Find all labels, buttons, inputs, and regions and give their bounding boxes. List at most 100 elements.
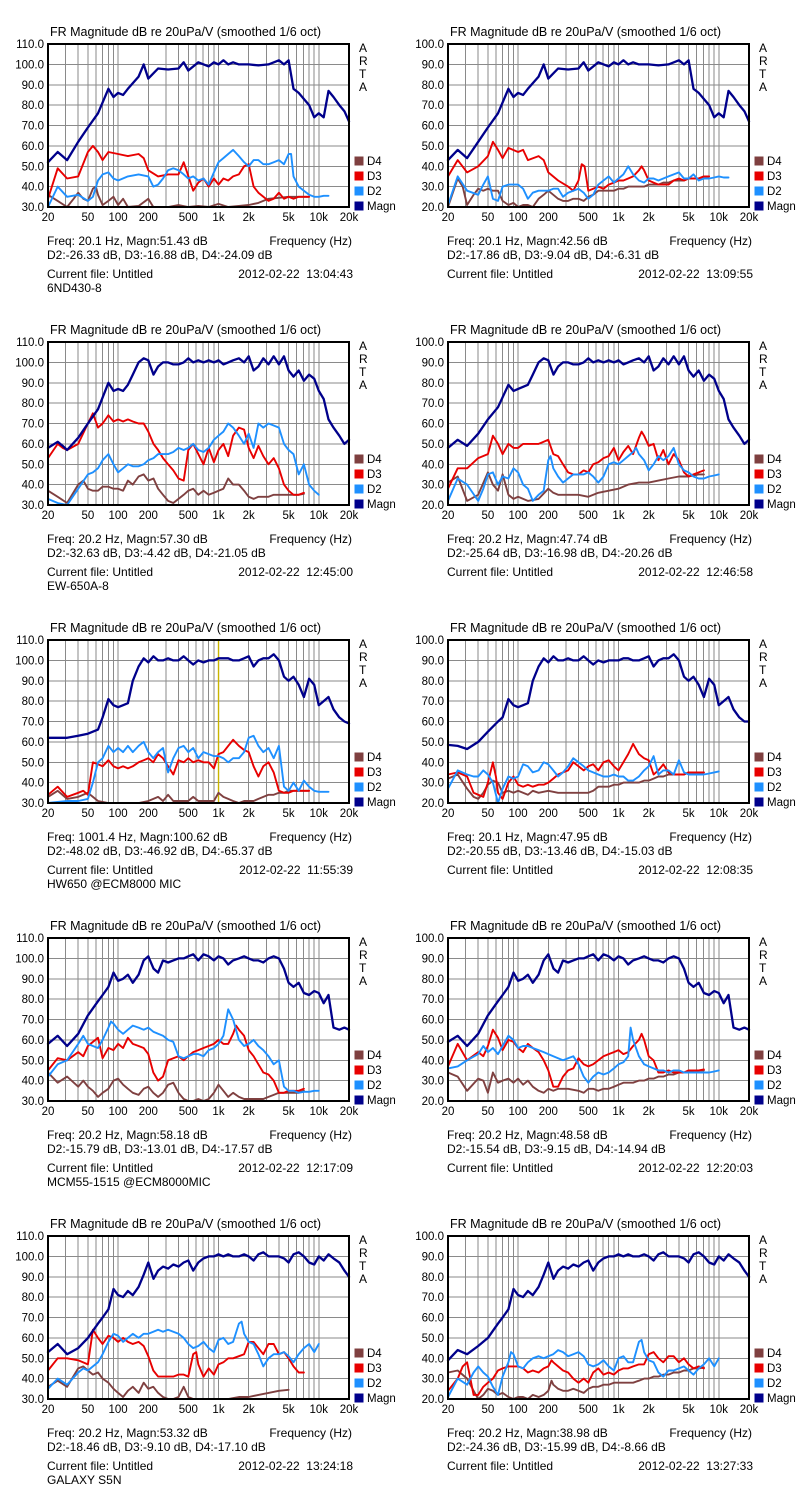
x-axis-tick-label: 200 bbox=[139, 1404, 158, 1416]
x-axis-tick-label: 50 bbox=[82, 1404, 95, 1416]
measurement-panel-4: FR Magnitude dB re 20uPa/V (smoothed 1/6… bbox=[400, 298, 800, 596]
timestamp: 2012-02-22 12:08:35 bbox=[638, 863, 753, 877]
x-axis-tick-label: 20k bbox=[340, 212, 359, 224]
x-axis-tick-label: 1k bbox=[212, 1106, 224, 1118]
plot-area[interactable] bbox=[447, 341, 750, 506]
timestamp: 2012-02-22 12:17:09 bbox=[238, 1161, 353, 1175]
x-axis-tick-label: 20 bbox=[442, 1106, 455, 1118]
y-axis-tick-label: 40.0 bbox=[422, 459, 444, 471]
y-axis-tick-label: 20.0 bbox=[422, 202, 444, 214]
y-axis-tick-label: 30.0 bbox=[422, 1374, 444, 1386]
x-axis-tick-label: 10k bbox=[310, 1404, 329, 1416]
y-axis-tick-label: 110.0 bbox=[16, 337, 44, 349]
plot-area[interactable] bbox=[47, 341, 350, 506]
arta-brand-letter: A bbox=[759, 1272, 767, 1286]
cursor-readout: Freq: 20.2 Hz, Magn:58.18 dB bbox=[47, 1128, 208, 1142]
y-axis-tick-label: 110.0 bbox=[16, 635, 44, 647]
arta-brand-letter: T bbox=[759, 1259, 767, 1273]
legend-swatch-d4 bbox=[354, 752, 364, 762]
x-axis-tick-label: 200 bbox=[539, 808, 558, 820]
arta-brand-letter: T bbox=[359, 67, 367, 81]
arta-brand-letter: R bbox=[759, 1246, 768, 1260]
timestamp: 2012-02-22 12:20:03 bbox=[638, 1161, 753, 1175]
magn-curve bbox=[46, 1251, 351, 1356]
x-axis-tick-label: 5k bbox=[283, 808, 295, 820]
legend-swatch-d2 bbox=[754, 1378, 764, 1388]
y-axis-tick-label: 60.0 bbox=[22, 141, 44, 153]
x-axis-tick-label: 10k bbox=[310, 212, 329, 224]
cursor-readout: Freq: 20.2 Hz, Magn:57.30 dB bbox=[47, 532, 208, 546]
timestamp: 2012-02-22 11:55:39 bbox=[239, 863, 353, 877]
plot-area[interactable] bbox=[47, 43, 350, 208]
legend-label-d4: D4 bbox=[367, 1348, 382, 1360]
plot-area[interactable] bbox=[447, 1235, 750, 1400]
plot-area[interactable] bbox=[447, 937, 750, 1102]
legend-label-d3: D3 bbox=[367, 767, 382, 779]
legend-label-magn: Magn bbox=[367, 1095, 396, 1107]
y-axis-tick-label: 40.0 bbox=[422, 161, 444, 173]
legend-label-d2: D2 bbox=[367, 1080, 382, 1092]
x-axis-tick-label: 200 bbox=[539, 212, 558, 224]
magn-curve bbox=[446, 953, 751, 1048]
arta-brand-letter: A bbox=[759, 935, 767, 949]
cursor-readout: Freq: 20.1 Hz, Magn:51.43 dB bbox=[47, 234, 208, 248]
timestamp: 2012-02-22 12:46:58 bbox=[638, 565, 753, 579]
measurement-panel-5: FR Magnitude dB re 20uPa/V (smoothed 1/6… bbox=[0, 596, 400, 894]
y-axis-tick-label: 80.0 bbox=[22, 994, 44, 1006]
grid-lines bbox=[448, 938, 749, 1101]
x-axis-tick-label: 1k bbox=[212, 808, 224, 820]
x-axis-tick-label: 500 bbox=[579, 1106, 598, 1118]
arta-brand-letter: R bbox=[359, 948, 368, 962]
legend-label-magn: Magn bbox=[767, 499, 796, 511]
legend-label-d3: D3 bbox=[767, 171, 782, 183]
d4-curve bbox=[447, 471, 705, 502]
y-axis-tick-label: 30.0 bbox=[22, 1394, 44, 1406]
x-axis-tick-label: 50 bbox=[482, 510, 495, 522]
y-axis-tick-label: 90.0 bbox=[22, 974, 44, 986]
legend-label-d2: D2 bbox=[367, 1378, 382, 1390]
y-axis-tick-label: 100.0 bbox=[415, 933, 444, 945]
chart-title: FR Magnitude dB re 20uPa/V (smoothed 1/6… bbox=[450, 25, 721, 39]
measurement-panel-6: FR Magnitude dB re 20uPa/V (smoothed 1/6… bbox=[400, 596, 800, 894]
arta-brand-letter: T bbox=[359, 1259, 367, 1273]
legend-swatch-magn bbox=[754, 1393, 764, 1403]
fr-chart: FR Magnitude dB re 20uPa/V (smoothed 1/6… bbox=[415, 1217, 796, 1473]
arta-brand-letter: A bbox=[359, 80, 367, 94]
legend-label-d3: D3 bbox=[767, 767, 782, 779]
plot-area[interactable] bbox=[447, 639, 750, 804]
x-axis-tick-label: 1k bbox=[612, 212, 624, 224]
arta-brand-letter: A bbox=[359, 1233, 367, 1247]
y-axis-tick-label: 70.0 bbox=[422, 100, 444, 112]
y-axis-tick-label: 70.0 bbox=[22, 121, 44, 133]
y-axis-tick-label: 40.0 bbox=[22, 1076, 44, 1088]
measurement-panel-2: FR Magnitude dB re 20uPa/V (smoothed 1/6… bbox=[400, 0, 800, 298]
magn-curve bbox=[446, 59, 751, 162]
legend-swatch-d4 bbox=[754, 156, 764, 166]
d3-curve bbox=[447, 742, 705, 800]
x-axis-tick-label: 100 bbox=[109, 212, 128, 224]
d3-curve bbox=[447, 1028, 705, 1088]
y-axis-tick-label: 100.0 bbox=[15, 655, 44, 667]
y-axis-tick-label: 70.0 bbox=[422, 696, 444, 708]
legend-label-d3: D3 bbox=[367, 1363, 382, 1375]
magn-curve bbox=[446, 1251, 751, 1362]
fr-chart: FR Magnitude dB re 20uPa/V (smoothed 1/6… bbox=[15, 919, 396, 1189]
plot-area[interactable] bbox=[47, 937, 350, 1102]
y-axis-tick-label: 50.0 bbox=[422, 737, 444, 749]
legend-swatch-d3 bbox=[354, 767, 364, 777]
plot-area[interactable] bbox=[447, 43, 750, 208]
measurement-panel-3: FR Magnitude dB re 20uPa/V (smoothed 1/6… bbox=[0, 298, 400, 596]
arta-brand-letter: T bbox=[759, 67, 767, 81]
y-axis-tick-label: 30.0 bbox=[22, 202, 44, 214]
d2-curve bbox=[447, 755, 720, 804]
grid-lines bbox=[48, 342, 349, 505]
plot-area[interactable] bbox=[47, 1235, 350, 1400]
fr-chart: FR Magnitude dB re 20uPa/V (smoothed 1/6… bbox=[15, 1217, 396, 1487]
x-axis-tick-label: 10k bbox=[710, 212, 729, 224]
x-axis-tick-label: 50 bbox=[482, 808, 495, 820]
x-axis-tick-label: 50 bbox=[82, 1106, 95, 1118]
measurement-panel-10: FR Magnitude dB re 20uPa/V (smoothed 1/6… bbox=[400, 1192, 800, 1490]
x-axis-tick-label: 5k bbox=[283, 1404, 295, 1416]
x-axis-tick-label: 5k bbox=[683, 212, 695, 224]
plot-area[interactable] bbox=[47, 639, 350, 804]
